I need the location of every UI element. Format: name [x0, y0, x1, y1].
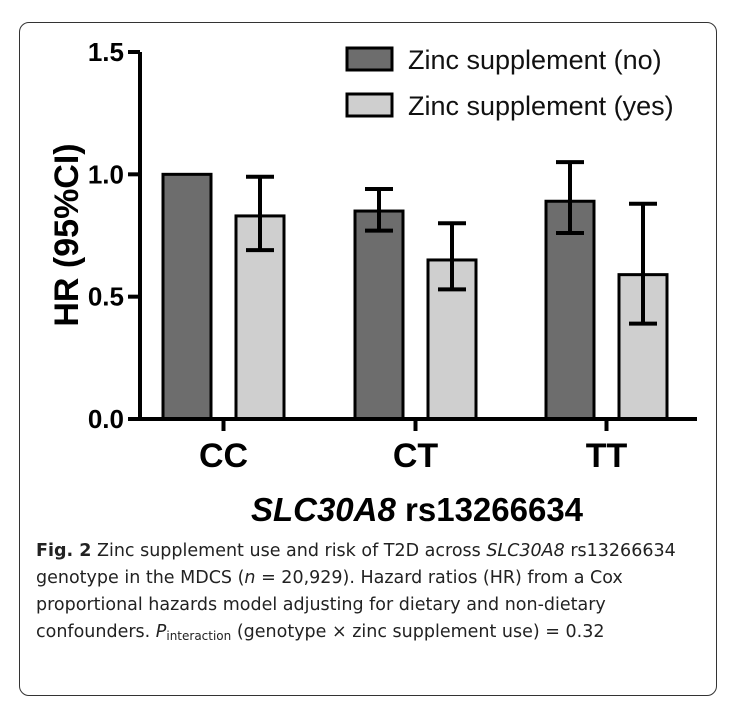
legend-swatch-2 — [345, 92, 394, 118]
caption-text-2: rs13266634 genotype in the MDCS ( — [36, 541, 676, 588]
y-tick-label: 0.0 — [88, 404, 124, 434]
x-axis-label-gene: SLC30A8 — [251, 491, 397, 528]
error-bar-ct-series-2 — [438, 221, 466, 292]
caption-p-symbol: P — [155, 622, 167, 642]
caption-p-subscript: interaction — [166, 629, 232, 643]
caption-text-3: = 20,929). Hazard ratios (HR) from a Cox… — [36, 568, 623, 642]
error-bar-cc-series-2 — [246, 174, 274, 253]
caption-n-symbol: n — [244, 568, 256, 588]
legend-swatch-1 — [345, 46, 394, 72]
figure-caption: Fig. 2 Zinc supplement use and risk of T… — [36, 538, 700, 646]
bar-chart: 0.0 0.5 1.0 1.5 CC CT TT HR (95%CI) SLC30A8 r… — [48, 37, 697, 528]
y-tick-label: 1.0 — [88, 159, 124, 189]
x-tick-label-cc: CC — [199, 437, 248, 475]
caption-text-4: (genotype × zinc supplement use) = 0.32 — [231, 622, 605, 642]
error-bar-ct-series-1 — [365, 187, 393, 233]
y-axis-label: HR (95%CI) — [48, 143, 86, 326]
x-tick-label-tt: TT — [586, 437, 628, 475]
legend-label-2: Zinc supplement (yes) — [408, 91, 674, 121]
y-tick-label: 1.5 — [88, 37, 124, 67]
legend-label-1: Zinc supplement (no) — [408, 45, 662, 75]
bar-ct-series-1 — [353, 209, 405, 421]
error-bar-tt-series-1 — [556, 160, 584, 236]
caption-gene: SLC30A8 — [486, 541, 565, 561]
y-tick-label: 0.5 — [88, 282, 124, 312]
caption-text-1: Zinc supplement use and risk of T2D acro… — [91, 541, 487, 561]
error-bar-tt-series-2 — [629, 201, 657, 326]
x-axis-label-snp: rs13266634 — [405, 491, 584, 528]
caption-fig-label: Fig. 2 — [36, 541, 92, 561]
bar-cc-series-1 — [161, 172, 213, 421]
x-tick-label-ct: CT — [393, 437, 439, 475]
legend: Zinc supplement (no) Zinc supplement (yes… — [345, 45, 674, 121]
x-axis-label: SLC30A8 rs13266634 — [251, 491, 584, 528]
